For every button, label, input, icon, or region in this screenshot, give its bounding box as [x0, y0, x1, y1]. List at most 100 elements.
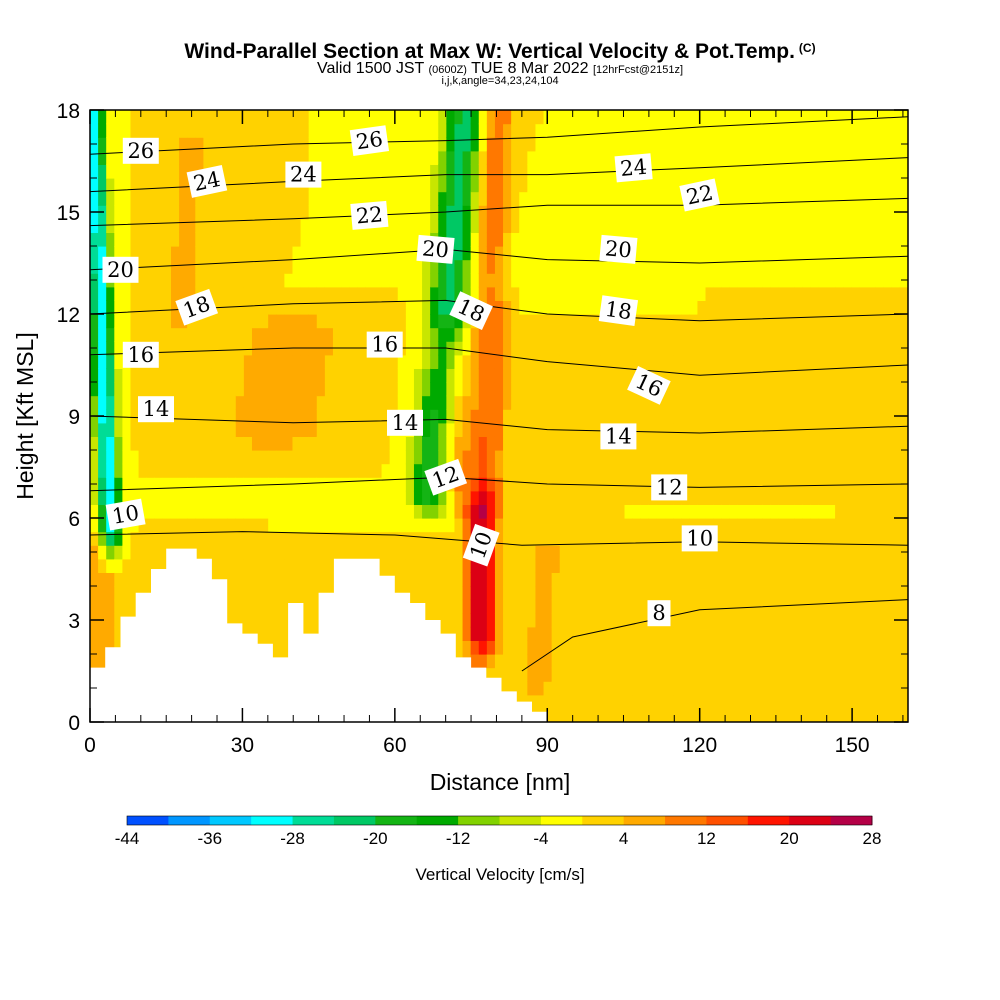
velocity-cell: [389, 354, 399, 369]
velocity-cell: [818, 558, 828, 573]
velocity-cell: [656, 314, 666, 329]
velocity-cell: [600, 640, 609, 655]
velocity-cell: [276, 191, 285, 206]
velocity-cell: [543, 504, 553, 519]
velocity-cell: [697, 518, 707, 533]
velocity-cell: [211, 137, 221, 152]
velocity-cell: [373, 450, 383, 465]
velocity-cell: [770, 599, 780, 614]
velocity-cell: [462, 246, 472, 261]
velocity-cell: [170, 354, 180, 369]
velocity-cell: [527, 531, 537, 546]
velocity-cell: [867, 178, 877, 193]
velocity-cell: [332, 518, 342, 533]
velocity-cell: [737, 586, 747, 601]
velocity-cell: [567, 178, 577, 193]
velocity-cell: [430, 558, 439, 573]
velocity-cell: [835, 150, 844, 165]
velocity-cell: [835, 286, 844, 301]
theta-label-group: 22: [679, 178, 721, 212]
velocity-cell: [681, 286, 690, 301]
velocity-cell: [559, 572, 569, 587]
velocity-cell: [624, 504, 634, 519]
velocity-cell: [349, 273, 358, 288]
velocity-cell: [413, 178, 423, 193]
velocity-cell: [251, 409, 261, 424]
velocity-cell: [503, 137, 512, 152]
velocity-cell: [227, 178, 237, 193]
velocity-cell: [527, 613, 537, 628]
velocity-cell: [762, 708, 771, 722]
velocity-cell: [462, 218, 472, 233]
velocity-cell: [179, 137, 188, 152]
velocity-cell: [462, 586, 472, 601]
velocity-cell: [778, 137, 788, 152]
velocity-cell: [422, 599, 431, 614]
velocity-cell: [146, 463, 156, 478]
velocity-cell: [729, 409, 739, 424]
velocity-cell: [519, 137, 528, 152]
velocity-cell: [656, 463, 666, 478]
velocity-cell: [843, 694, 852, 709]
velocity-cell: [575, 191, 585, 206]
velocity-cell: [527, 463, 537, 478]
velocity-cell: [535, 191, 545, 206]
grid-indices: i,j,k,angle=34,23,24,104: [441, 75, 559, 87]
velocity-cell: [114, 327, 123, 342]
velocity-cell: [519, 572, 528, 587]
velocity-cell: [365, 246, 375, 261]
velocity-cell: [146, 490, 156, 505]
velocity-cell: [260, 191, 269, 206]
velocity-cell: [891, 395, 901, 410]
velocity-cell: [251, 205, 261, 220]
velocity-cell: [106, 572, 115, 587]
velocity-cell: [219, 218, 229, 233]
velocity-cell: [632, 518, 642, 533]
velocity-cell: [584, 150, 593, 165]
velocity-cell: [511, 273, 520, 288]
velocity-cell: [835, 123, 844, 138]
velocity-cell: [519, 232, 528, 247]
velocity-cell: [349, 409, 358, 424]
velocity-cell: [616, 218, 626, 233]
velocity-cell: [794, 205, 804, 220]
velocity-cell: [656, 150, 666, 165]
velocity-cell: [810, 191, 820, 206]
theta-label-box: [651, 474, 688, 501]
velocity-cell: [179, 218, 188, 233]
velocity-cell: [397, 382, 407, 397]
velocity-cell: [818, 150, 828, 165]
velocity-cell: [235, 191, 245, 206]
velocity-cell: [794, 178, 804, 193]
velocity-cell: [187, 382, 196, 397]
velocity-cell: [494, 110, 504, 125]
velocity-cell: [535, 463, 545, 478]
velocity-cell: [251, 246, 261, 261]
velocity-cell: [640, 640, 650, 655]
velocity-cell: [827, 558, 836, 573]
velocity-cell: [130, 218, 140, 233]
velocity-cell: [899, 232, 908, 247]
velocity-cell: [737, 667, 747, 682]
velocity-cell: [413, 314, 423, 329]
velocity-cell: [243, 409, 253, 424]
velocity-cell: [211, 504, 221, 519]
velocity-cell: [494, 654, 504, 669]
velocity-cell: [648, 218, 658, 233]
colorbar: -44 -36 -28 -20 -12 -4 4 12 20 28: [115, 815, 881, 848]
velocity-cell: [98, 654, 107, 669]
velocity-cell: [90, 123, 99, 138]
velocity-cell: [486, 382, 496, 397]
velocity-cell: [349, 504, 358, 519]
velocity-cell: [308, 531, 318, 546]
velocity-cell: [365, 354, 375, 369]
velocity-cell: [770, 667, 780, 682]
velocity-cell: [875, 354, 885, 369]
velocity-cell: [203, 123, 213, 138]
velocity-cell: [835, 395, 844, 410]
velocity-cell: [600, 490, 609, 505]
velocity-cell: [438, 518, 447, 533]
velocity-cell: [721, 545, 731, 560]
velocity-cell: [130, 368, 140, 383]
velocity-cell: [260, 409, 269, 424]
